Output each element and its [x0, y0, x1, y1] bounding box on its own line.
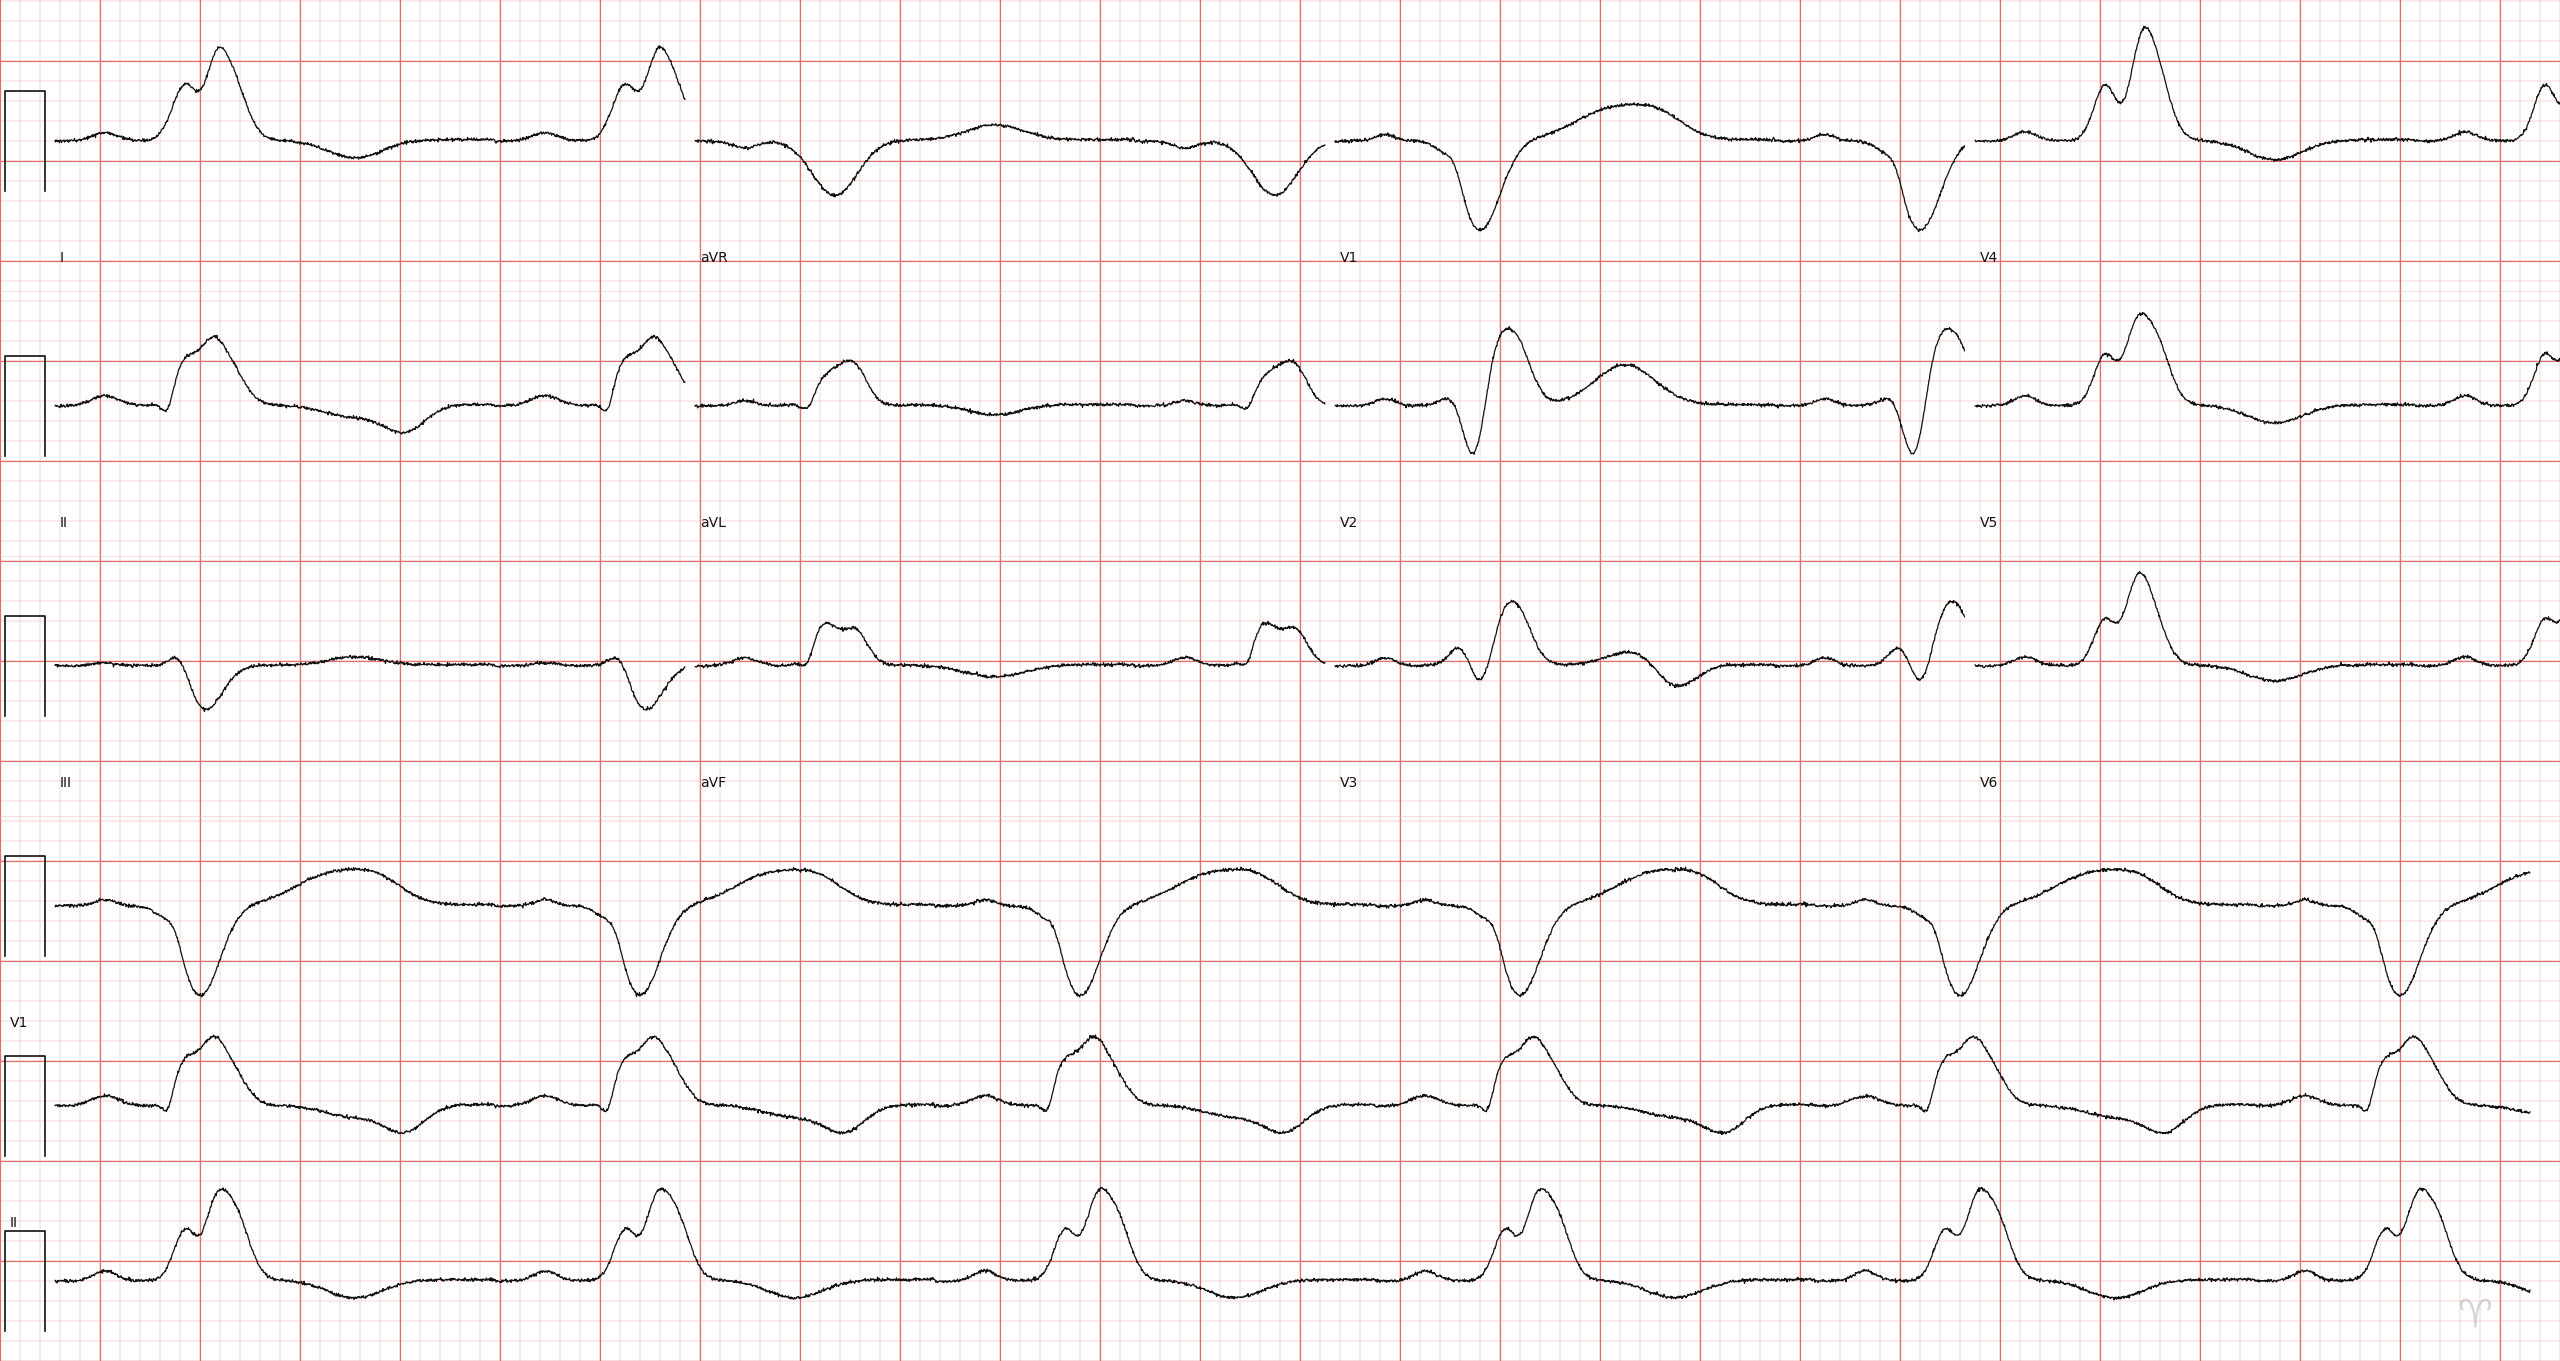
Text: V4: V4: [1979, 250, 1999, 265]
Text: V1: V1: [10, 1017, 28, 1030]
Text: aVF: aVF: [699, 776, 727, 789]
Text: aVL: aVL: [699, 516, 727, 529]
Text: V5: V5: [1979, 516, 1999, 529]
Text: II: II: [10, 1215, 18, 1230]
Text: V2: V2: [1339, 516, 1359, 529]
Text: I: I: [59, 250, 64, 265]
Text: II: II: [59, 516, 69, 529]
Text: V3: V3: [1339, 776, 1359, 789]
Text: V6: V6: [1979, 776, 1999, 789]
Text: ♈: ♈: [2458, 1297, 2493, 1335]
Text: V1: V1: [1339, 250, 1359, 265]
Text: III: III: [59, 776, 72, 789]
Text: aVR: aVR: [699, 250, 727, 265]
